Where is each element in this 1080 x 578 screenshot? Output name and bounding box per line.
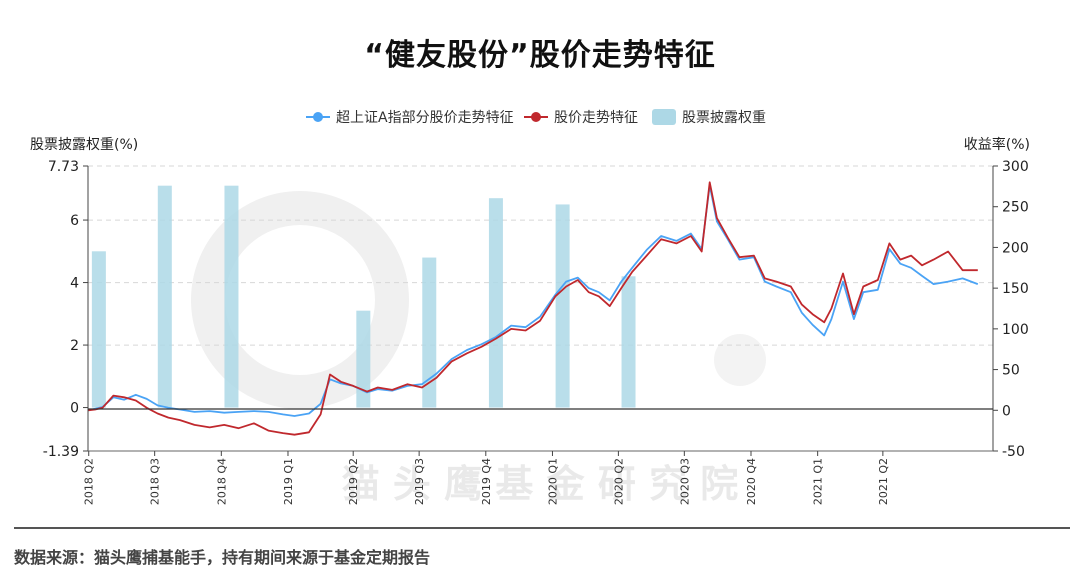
legend-dot-swatch [531, 112, 541, 122]
legend-bar-swatch [652, 109, 676, 125]
right-tick-label: 250 [1002, 200, 1029, 216]
weight-bar [621, 276, 636, 408]
left-tick-label: -1.39 [43, 444, 79, 460]
watermark-text: 猫 头 鹰 基 金 研 究 院 [342, 462, 739, 506]
x-tick-label: 2019 Q3 [413, 458, 426, 505]
weight-bar [91, 251, 106, 408]
x-tick-label: 2021 Q2 [877, 458, 890, 505]
legend: 超上证A指部分股价走势特征 股价走势特征 股票披露权重 [306, 109, 766, 126]
left-tick-label: 4 [70, 276, 79, 292]
footer-divider [14, 527, 1070, 529]
legend-bar-label: 股票披露权重 [682, 110, 766, 126]
x-tick-label: 2018 Q4 [215, 458, 228, 505]
x-tick-label: 2020 Q2 [612, 458, 625, 505]
x-tick-label: 2020 Q4 [745, 458, 758, 505]
right-tick-label: -50 [1002, 444, 1025, 460]
index-return-line [87, 184, 979, 417]
watermark-owl-ring [191, 191, 409, 409]
x-tick-label: 2018 Q2 [83, 458, 96, 505]
right-tick-label: 100 [1002, 322, 1029, 338]
left-tick-label: 2 [70, 338, 79, 354]
weight-bar [157, 185, 172, 408]
x-tick-label: 2020 Q1 [546, 458, 559, 505]
legend-stock-label: 股价走势特征 [554, 110, 638, 126]
left-tick-label: 7.73 [48, 159, 79, 175]
x-tick-label: 2019 Q4 [480, 458, 493, 505]
weight-bar [555, 204, 570, 408]
x-tick-label: 2019 Q2 [347, 458, 360, 505]
source-note: 数据来源：猫头鹰捕基能手，持有期间来源于基金定期报告 [14, 548, 431, 567]
grid [88, 165, 993, 346]
axes: 7.73 6 4 2 0 -1.39 300 250 200 150 100 50 0 -50 股票披露权重… [30, 136, 1030, 505]
right-tick-label: 150 [1002, 281, 1029, 297]
right-tick-label: 0 [1002, 403, 1011, 419]
x-tick-label: 2019 Q1 [282, 458, 295, 505]
weight-bar [224, 185, 239, 408]
watermark-owl-icon [714, 334, 766, 386]
weight-bar [422, 257, 437, 408]
left-tick-label: 6 [70, 213, 79, 229]
weight-bar [488, 198, 503, 408]
left-axis-title: 股票披露权重(%) [30, 137, 138, 153]
bar-series [91, 185, 636, 408]
right-tick-label: 50 [1002, 363, 1020, 379]
right-tick-label: 200 [1002, 240, 1029, 256]
x-tick-label: 2021 Q1 [812, 458, 825, 505]
x-tick-label: 2018 Q3 [149, 458, 162, 505]
right-axis-title: 收益率(%) [964, 136, 1030, 153]
legend-dot-swatch [313, 112, 323, 122]
weight-bar [356, 310, 371, 408]
line-series [87, 181, 979, 436]
chart-title: “健友股份”股价走势特征 [364, 38, 716, 73]
left-tick-label: 0 [70, 401, 79, 417]
x-tick-label: 2020 Q3 [678, 458, 691, 505]
legend-index-label: 超上证A指部分股价走势特征 [336, 110, 514, 126]
watermark: 猫 头 鹰 基 金 研 究 院 [191, 191, 766, 506]
right-tick-label: 300 [1002, 159, 1029, 175]
stock-return-line [87, 181, 978, 436]
